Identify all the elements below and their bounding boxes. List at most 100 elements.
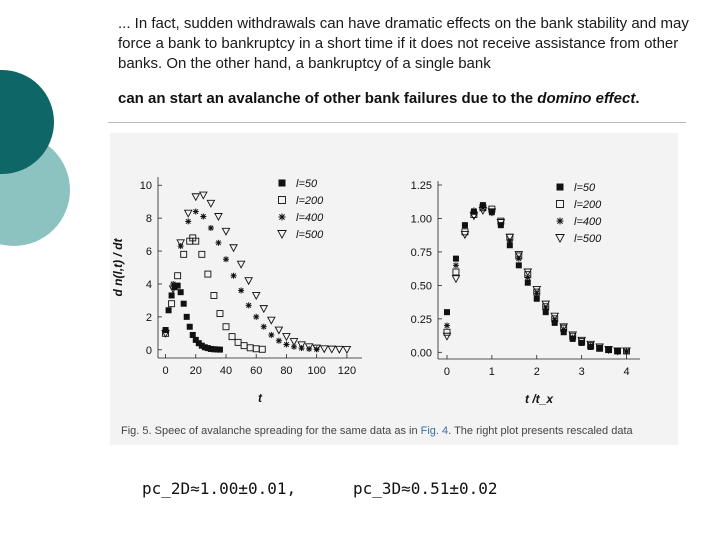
- chart-1-x-tick-label: 2: [534, 366, 540, 378]
- chart-1-point-1: [452, 268, 460, 276]
- chart-0-point-2: [223, 256, 229, 263]
- chart-0-point-0: [174, 282, 181, 289]
- chart-0-legend-marker: [278, 213, 286, 221]
- chart-1-legend-label: l=400: [574, 216, 602, 228]
- caption-text-end: . The right plot presents rescaled data: [448, 425, 633, 437]
- chart-1-point-0: [452, 255, 459, 262]
- chart-0-x-tick-label: 60: [250, 365, 262, 377]
- chart-1-point-3: [586, 340, 595, 349]
- chart-1-point-3: [559, 323, 569, 332]
- chart-0-legend-marker: [277, 230, 287, 240]
- chart-0-legend-label: l=500: [296, 229, 324, 241]
- chart-0-point-1: [198, 250, 206, 258]
- chart-1-point-3: [469, 212, 479, 221]
- chart-0-point-2: [200, 213, 207, 220]
- chart-0-point-3: [176, 239, 186, 248]
- chart-0-point-1: [204, 270, 212, 278]
- chart-1-legend-label: l=50: [574, 182, 596, 194]
- chart-0-point-1: [174, 272, 182, 280]
- chart-0-point-1: [180, 250, 188, 258]
- chart-1-y-tick-label: 1.00: [411, 213, 432, 225]
- chart-1-legend-marker: [556, 217, 564, 225]
- chart-0-point-2: [185, 218, 192, 225]
- chart-0-point-2: [192, 208, 199, 215]
- chart-0-point-2: [253, 313, 260, 320]
- formula-3d: pc_3D≈0.51±0.02: [353, 479, 498, 498]
- formula-2d: pc_2D≈1.00±0.01,: [142, 479, 297, 498]
- chart-0-x-tick-label: 80: [280, 365, 292, 377]
- chart-1-legend-marker: [555, 234, 565, 244]
- chart-0-point-3: [206, 199, 216, 208]
- chart-0-point-3: [297, 341, 306, 350]
- chart-0-point-1: [216, 310, 224, 318]
- chart-0-point-0: [177, 289, 184, 296]
- chart-0-point-2: [268, 331, 275, 338]
- chart-0-point-3: [251, 292, 261, 301]
- intro-paragraph: ... In fact, sudden withdrawals can have…: [118, 15, 689, 72]
- chart-0-y-tick-label: 6: [146, 246, 152, 258]
- chart-0-point-1: [252, 345, 260, 353]
- chart-0-point-0: [180, 300, 187, 307]
- chart-0-point-0: [210, 346, 217, 353]
- chart-0-y-tick-label: 8: [146, 213, 152, 225]
- decoration-circle-dark: [0, 70, 54, 174]
- caption-figure-link[interactable]: Fig. 4: [420, 425, 449, 437]
- chart-0-point-2: [260, 323, 267, 330]
- chart-1-x-label: t /t_x: [525, 392, 554, 406]
- chart-0-point-0: [171, 284, 178, 291]
- figure-panel: 0 2 4 6 8 10 0 20 40 60 80 100 120 t d n(l,t) / dt l=50…: [110, 133, 678, 445]
- chart-0-point-3: [198, 191, 208, 200]
- chart-0-point-0: [183, 313, 190, 320]
- chart-0-point-2: [230, 272, 237, 279]
- chart-0-x-tick-label: 40: [220, 365, 232, 377]
- chart-0-point-3: [244, 277, 254, 286]
- chart-1-point-0: [506, 242, 513, 249]
- chart-1-point-3: [613, 347, 622, 356]
- chart-1-y-tick-label: 0.00: [411, 347, 432, 359]
- chart-1-x-tick-label: 3: [579, 366, 585, 378]
- chart-0-x-tick-label: 120: [338, 365, 356, 377]
- chart-1-point-3: [514, 251, 524, 260]
- chart-1-y-tick-label: 1.25: [411, 180, 432, 192]
- chart-1-x-tick-label: 4: [623, 366, 629, 378]
- chart-0-y-tick-label: 2: [146, 312, 152, 324]
- chart-0-x-tick-label: 20: [190, 365, 202, 377]
- chart-0-point-3: [342, 345, 352, 354]
- chart-0-point-0: [195, 340, 202, 347]
- chart-0-point-3: [274, 326, 284, 335]
- chart-1-x-tick-label: 1: [489, 366, 495, 378]
- chart-0-x-tick-label: 100: [307, 365, 325, 377]
- chart-0-point-3: [168, 285, 178, 294]
- chart-0-point-1: [168, 300, 176, 308]
- chart-0-point-2: [275, 337, 282, 344]
- chart-1-point-2: [452, 262, 459, 269]
- chart-1-point-2: [443, 322, 450, 329]
- chart-1-legend-label: l=500: [574, 233, 602, 245]
- chart-0-point-0: [189, 331, 196, 338]
- chart-1-y-tick-label: 0.75: [411, 247, 432, 259]
- caption-text: Fig. 5. Speec of avalanche spreading for…: [121, 425, 421, 437]
- chart-0-point-0: [165, 307, 172, 314]
- chart-0-point-3: [183, 209, 193, 218]
- chart-0-legend-label: l=200: [296, 195, 324, 207]
- chart-0-point-3: [214, 213, 223, 222]
- chart-0-point-1: [246, 344, 254, 352]
- chart-0-point-0: [198, 342, 205, 349]
- chart-1-point-0: [542, 309, 549, 316]
- chart-1-point-2: [461, 222, 468, 229]
- chart-1-y-tick-label: 0.50: [411, 280, 432, 292]
- chart-0-point-0: [192, 336, 199, 343]
- chart-0-y-tick-label: 4: [146, 279, 152, 291]
- chart-0-point-3: [282, 333, 291, 342]
- chart-0-point-0: [207, 345, 214, 352]
- chart-0-legend-marker: [278, 179, 286, 187]
- chart-1-point-2: [524, 274, 531, 281]
- chart-0-point-0: [201, 344, 208, 351]
- chart-0-point-0: [213, 346, 220, 353]
- decoration-circle-light: [0, 134, 70, 246]
- avalanche-text: can an start an avalanche of other bank …: [118, 90, 538, 107]
- chart-0-point-2: [215, 239, 222, 246]
- chart-0-point-2: [238, 287, 245, 294]
- chart-1-point-0: [443, 309, 450, 316]
- chart-0-y-tick-label: 0: [146, 345, 152, 357]
